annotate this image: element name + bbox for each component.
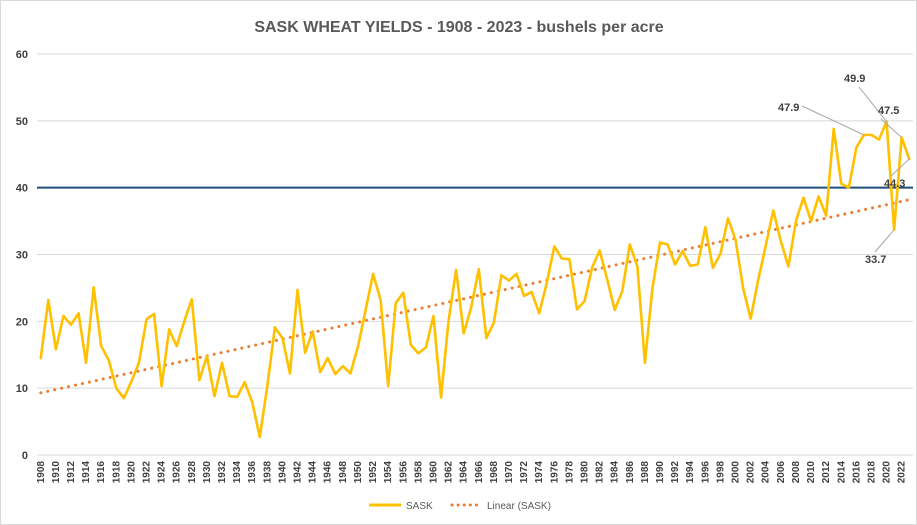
y-tick-label: 0	[22, 450, 28, 462]
x-tick-label: 1948	[338, 461, 349, 484]
x-tick-label: 1978	[564, 461, 575, 484]
x-tick-label: 1986	[625, 461, 636, 484]
x-tick-label: 1924	[157, 461, 168, 484]
x-tick-label: 1966	[474, 461, 485, 484]
x-tick-label: 1982	[595, 461, 606, 484]
x-tick-label: 2006	[776, 461, 787, 484]
x-tick-label: 2016	[851, 461, 862, 484]
x-tick-label: 1980	[580, 461, 591, 484]
x-tick-label: 1930	[202, 461, 213, 484]
data-label-2021: 33.7	[865, 254, 886, 266]
x-tick-label: 1992	[670, 461, 681, 484]
x-tick-label: 1984	[610, 461, 621, 484]
x-tick-label: 1914	[81, 461, 92, 484]
y-tick-label: 60	[16, 49, 28, 61]
y-tick-label: 10	[16, 383, 28, 395]
x-tick-label: 1922	[142, 461, 153, 484]
legend-label-linear: Linear (SASK)	[487, 501, 551, 512]
data-label-2022: 47.5	[878, 105, 899, 117]
x-tick-label: 1934	[232, 461, 243, 484]
data-label-leader	[890, 158, 910, 177]
x-tick-label: 1988	[640, 461, 651, 484]
x-tick-label: 1938	[262, 461, 273, 484]
x-tick-label: 1954	[383, 461, 394, 484]
x-tick-label: 2020	[882, 461, 893, 484]
data-label-leader	[874, 229, 895, 253]
x-tick-label: 2008	[791, 461, 802, 484]
y-axis-ticks: 0 10 20 30 40 50 60	[16, 49, 28, 462]
x-tick-label: 1942	[293, 461, 304, 484]
legend: SASK Linear (SASK)	[369, 501, 551, 512]
x-tick-label: 2000	[731, 461, 742, 484]
x-tick-label: 1912	[66, 461, 77, 484]
x-tick-label: 1908	[36, 461, 47, 484]
trendline-linear-sask	[39, 198, 911, 395]
x-tick-label: 1968	[489, 461, 500, 484]
x-tick-label: 1972	[519, 461, 530, 484]
data-label-2023: 44.3	[884, 178, 905, 190]
x-tick-label: 1958	[413, 461, 424, 484]
series-layer	[39, 120, 911, 439]
x-axis-ticks: 1908 1910 1912 1914 1916 1918 1920 1922 1924 1926…	[36, 461, 908, 484]
x-tick-label: 1952	[368, 461, 379, 484]
x-tick-label: 1946	[323, 461, 334, 484]
x-tick-label: 1970	[504, 461, 515, 484]
x-tick-label: 1928	[187, 461, 198, 484]
x-tick-label: 1974	[534, 461, 545, 484]
y-tick-label: 50	[16, 116, 28, 128]
x-tick-label: 1910	[51, 461, 62, 484]
x-tick-label: 2010	[806, 461, 817, 484]
x-tick-label: 2002	[746, 461, 757, 484]
x-tick-label: 2004	[761, 461, 772, 484]
y-tick-label: 30	[16, 250, 28, 262]
x-tick-label: 1920	[126, 461, 137, 484]
x-tick-label: 1964	[459, 461, 470, 484]
x-tick-label: 1956	[398, 461, 409, 484]
x-tick-label: 2014	[836, 461, 847, 484]
data-label-2017: 47.9	[778, 102, 799, 114]
chart-title: SASK WHEAT YIELDS - 1908 - 2023 - bushel…	[254, 19, 663, 36]
x-tick-label: 1944	[308, 461, 319, 484]
x-tick-label: 1950	[353, 461, 364, 484]
data-label-leader	[880, 118, 903, 138]
x-tick-label: 2022	[897, 461, 908, 484]
x-tick-label: 1926	[172, 461, 183, 484]
x-tick-label: 1916	[96, 461, 107, 484]
x-tick-label: 1932	[217, 461, 228, 484]
legend-label-sask: SASK	[406, 501, 433, 512]
data-label-leader	[801, 105, 865, 136]
trendline-layer	[39, 198, 911, 395]
grid-layer	[37, 53, 913, 456]
x-tick-label: 1990	[655, 461, 666, 484]
y-tick-label: 20	[16, 316, 28, 328]
x-tick-label: 2012	[821, 461, 832, 484]
x-tick-label: 1998	[715, 461, 726, 484]
x-tick-label: 1918	[111, 461, 122, 484]
series-line-sask	[39, 120, 911, 439]
x-tick-label: 1936	[247, 461, 258, 484]
data-label-layer: 47.9 49.9 33.7 47.5 44.3	[778, 73, 910, 266]
x-tick-label: 1994	[685, 461, 696, 484]
x-tick-label: 1976	[549, 461, 560, 484]
x-tick-label: 1960	[428, 461, 439, 484]
x-tick-label: 1940	[277, 461, 288, 484]
data-label-2020: 49.9	[844, 73, 865, 85]
data-label-leader	[858, 86, 887, 122]
x-tick-label: 1962	[444, 461, 455, 484]
x-tick-label: 2018	[866, 461, 877, 484]
y-tick-label: 40	[16, 183, 28, 195]
x-tick-label: 1996	[700, 461, 711, 484]
